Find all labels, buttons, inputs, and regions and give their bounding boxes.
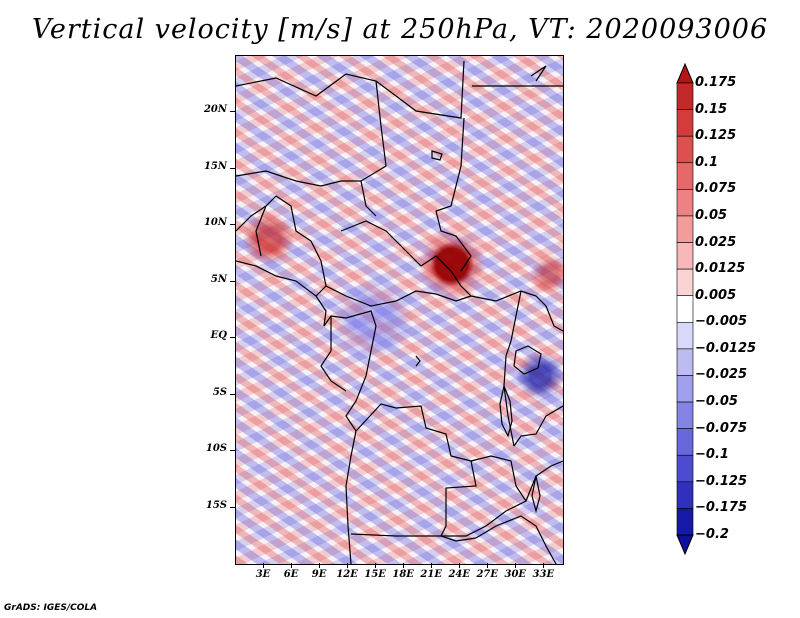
colorbar-segment — [676, 508, 694, 536]
lon-tick — [403, 563, 405, 568]
lon-tick — [291, 563, 293, 568]
lat-label: 15N — [203, 160, 227, 172]
colorbar-label: −0.005 — [695, 314, 748, 330]
colorbar-segment — [676, 82, 694, 110]
lon-label: 21E — [420, 569, 442, 580]
lon-label: 24E — [448, 569, 470, 580]
colorbar-label: 0.175 — [695, 75, 737, 90]
lat-tick — [230, 450, 235, 452]
colorbar-segment — [676, 295, 694, 323]
lat-label: 15S — [205, 499, 227, 511]
colorbar-segment — [676, 242, 694, 270]
colorbar-segment — [676, 375, 694, 403]
colorbar-label: 0.0125 — [695, 261, 746, 277]
map-panel — [235, 55, 564, 565]
lat-tick — [230, 167, 235, 169]
colorbar-label: 0.1 — [695, 154, 719, 170]
lon-tick — [375, 563, 377, 568]
lat-label: 5S — [212, 386, 227, 398]
lon-tick — [319, 563, 321, 568]
colorbar-bottom-arrow — [676, 534, 694, 555]
colorbar-segment — [676, 481, 694, 509]
colorbar-label: 0.15 — [695, 101, 728, 117]
colorbar-segment — [676, 215, 694, 243]
colorbar-segment — [676, 162, 694, 190]
colorbar-label: 0.05 — [695, 207, 728, 223]
colorbar-label: −0.025 — [695, 367, 748, 383]
colorbar-label: −0.0125 — [695, 340, 757, 356]
lon-label: 9E — [311, 569, 327, 580]
lat-label: 10N — [203, 217, 227, 229]
lon-label: 15E — [364, 569, 386, 580]
colorbar-label: −0.125 — [695, 473, 748, 489]
lon-label: 6E — [283, 569, 299, 580]
lat-tick — [230, 506, 235, 508]
lon-label: 33E — [532, 569, 555, 580]
lon-tick — [487, 563, 489, 568]
lon-label: 12E — [336, 569, 358, 580]
colorbar-label: 0.025 — [695, 234, 737, 250]
lat-tick — [230, 224, 235, 226]
lon-tick — [263, 563, 265, 568]
country-borders — [236, 60, 563, 564]
colorbar-top-arrow — [676, 63, 694, 84]
colorbar-label: 0.125 — [695, 128, 737, 144]
colorbar-label: 0.005 — [695, 287, 737, 303]
lon-tick — [543, 563, 545, 568]
lat-tick — [230, 111, 235, 113]
lat-tick — [230, 337, 235, 339]
lat-label: 20N — [203, 104, 227, 116]
lat-tick — [230, 280, 235, 282]
colorbar-segment — [676, 454, 694, 483]
lat-label: EQ — [210, 330, 227, 342]
lon-label: 18E — [392, 569, 414, 580]
colorbar-segment — [676, 321, 694, 350]
footer-credit: GrADS: IGES/COLA — [4, 603, 98, 613]
lat-tick — [230, 393, 235, 395]
colorbar — [676, 63, 694, 555]
lon-tick — [431, 563, 433, 568]
colorbar-segment — [676, 401, 694, 429]
colorbar-label: −0.05 — [695, 394, 738, 410]
lon-tick — [347, 563, 349, 568]
lat-label: 5N — [210, 273, 227, 285]
colorbar-label: −0.1 — [695, 447, 729, 463]
lon-label: 3E — [255, 569, 271, 580]
colorbar-segment — [676, 348, 694, 376]
lon-label: 27E — [476, 569, 499, 580]
lon-tick — [459, 563, 461, 568]
colorbar-segment — [676, 189, 694, 217]
lon-label: 30E — [504, 569, 527, 580]
colorbar-label: 0.075 — [695, 181, 737, 197]
colorbar-label: −0.2 — [695, 527, 729, 542]
colorbar-label: −0.075 — [695, 420, 748, 436]
colorbar-segment — [676, 109, 694, 137]
colorbar-segment — [676, 428, 694, 456]
lat-label: 10S — [205, 443, 227, 455]
map-title: Vertical velocity [m/s] at 250hPa, VT: 2… — [31, 14, 769, 45]
colorbar-segment — [676, 135, 694, 164]
colorbar-label: −0.175 — [695, 500, 748, 516]
colorbar-segment — [676, 268, 694, 297]
lon-tick — [515, 563, 517, 568]
